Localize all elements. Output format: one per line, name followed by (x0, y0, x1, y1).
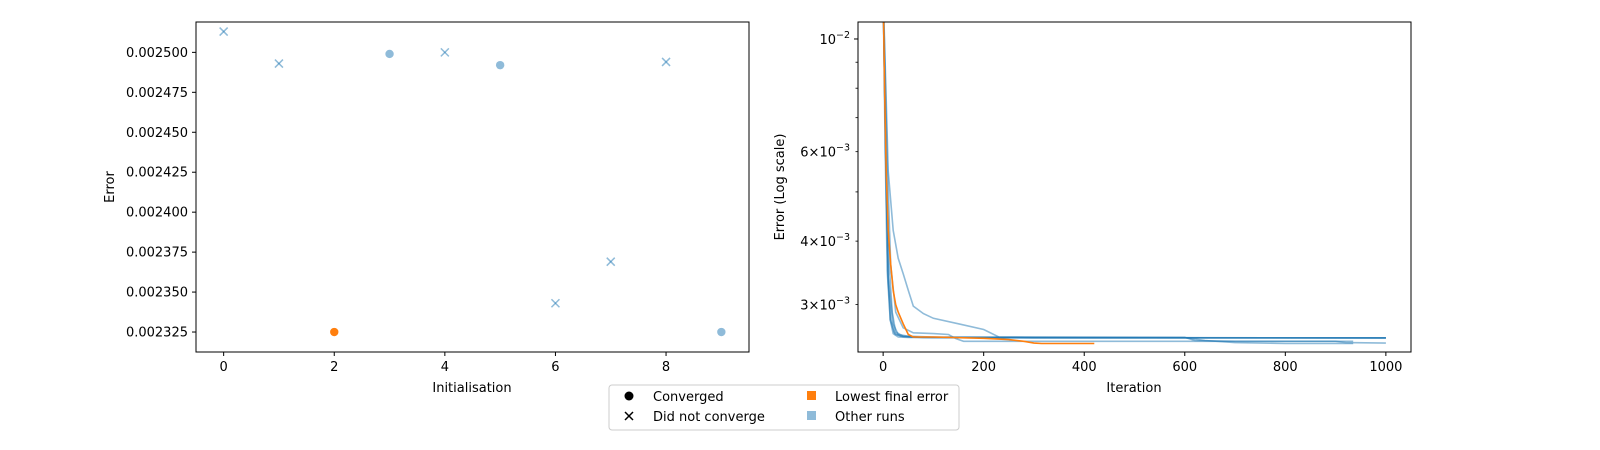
scatter-point-0 (219, 27, 229, 37)
left-y-tick-label: 0.002500 (126, 46, 188, 61)
series-line-1 (882, 22, 1386, 339)
scatter-point-4 (440, 47, 450, 57)
right-x-axis-label: Iteration (1106, 381, 1161, 396)
right-x-tick-label: 400 (1072, 360, 1097, 375)
legend-not-converged-label: Did not converge (653, 410, 765, 425)
right-y-ticks: 10−2 3×10−3 4×10−3 6×10−3 (800, 30, 858, 314)
legend-converged-label: Converged (653, 390, 724, 405)
left-x-tick-label: 2 (330, 360, 338, 375)
right-x-ticks: 0 200 400 600 800 1000 (879, 352, 1402, 375)
series-line-5 (883, 22, 1354, 343)
right-x-tick-label: 1000 (1369, 360, 1402, 375)
left-x-tick-label: 8 (662, 360, 670, 375)
left-y-tick-label: 0.002425 (126, 166, 188, 181)
legend-box (608, 384, 960, 431)
left-y-tick-label: 0.002450 (126, 126, 188, 141)
right-y-axis-label: Error (Log scale) (773, 134, 788, 241)
series-line-3 (882, 22, 1386, 339)
scatter-point-9 (717, 327, 726, 337)
right-y-tick-label: 4×10−3 (800, 232, 850, 250)
left-x-tick-label: 6 (551, 360, 559, 375)
right-x-tick-label: 600 (1172, 360, 1197, 375)
left-x-axis-label: Initialisation (432, 381, 511, 396)
left-plot-frame (195, 21, 750, 353)
legend: Converged Did not converge Lowest final … (608, 384, 960, 431)
left-y-ticks: 0.002325 0.002350 0.002375 0.002400 0.002425… (126, 46, 196, 341)
series-line-4 (882, 22, 1386, 344)
left-y-axis-label: Error (103, 171, 118, 203)
right-series-lines (882, 22, 1386, 345)
lowest-error-swatch-icon (807, 391, 816, 400)
left-data-points (219, 27, 726, 337)
converged-marker-icon (624, 391, 634, 401)
series-line-6 (883, 22, 1354, 345)
right-x-tick-label: 800 (1273, 360, 1298, 375)
left-x-tick-label: 4 (441, 360, 449, 375)
right-y-tick-label: 6×10−3 (800, 143, 850, 161)
scatter-point-5 (495, 60, 505, 70)
left-y-tick-label: 0.002325 (126, 326, 188, 341)
left-y-tick-label: 0.002350 (126, 286, 188, 301)
right-plot-frame (857, 21, 1412, 353)
right-line-panel: 0 200 400 600 800 1000 10−2 3×10−3 4×10−3 6×10−3… (773, 21, 1412, 396)
left-y-tick-label: 0.002475 (126, 86, 188, 101)
series-line-2 (882, 22, 1386, 339)
left-y-tick-label: 0.002400 (126, 206, 188, 221)
right-x-tick-label: 200 (971, 360, 996, 375)
scatter-point-3 (385, 49, 394, 59)
other-runs-swatch-icon (807, 411, 816, 420)
series-line-0 (882, 22, 1386, 339)
right-y-tick-label: 10−2 (819, 30, 850, 48)
scatter-point-6 (550, 298, 560, 308)
left-x-tick-label: 0 (220, 360, 228, 375)
legend-lowest-label: Lowest final error (835, 390, 949, 405)
left-y-tick-label: 0.002375 (126, 246, 188, 261)
scatter-point-8 (661, 57, 671, 67)
left-x-ticks: 0 2 4 6 8 (220, 352, 670, 375)
scatter-point-2 (330, 327, 339, 337)
scatter-point-1 (274, 59, 284, 69)
right-x-tick-label: 0 (879, 360, 887, 375)
legend-other-label: Other runs (835, 410, 905, 425)
right-y-tick-label: 3×10−3 (800, 296, 850, 314)
series-line-7 (882, 22, 1095, 345)
not-converged-marker-icon (624, 411, 634, 421)
scatter-point-7 (606, 257, 616, 267)
